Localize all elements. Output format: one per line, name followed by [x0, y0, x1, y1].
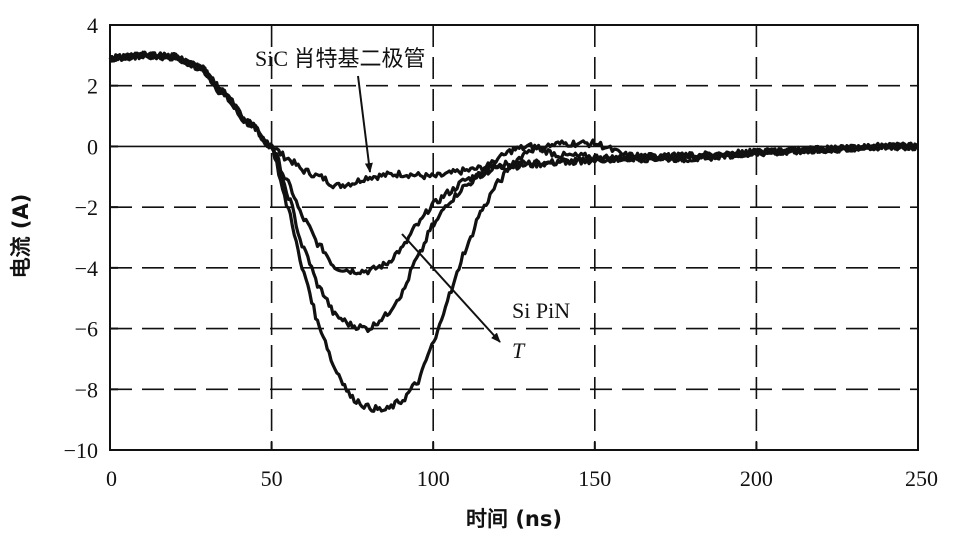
y-axis-title: 电流 (A)	[9, 194, 33, 279]
annotation-sipin-label: Si PiN	[512, 298, 570, 323]
annotation-sic-arrow	[357, 75, 373, 173]
x-tick-label: 50	[261, 466, 283, 491]
x-tick-label: 150	[578, 466, 611, 491]
x-axis: 0 50 100 150 200 250	[106, 442, 938, 491]
y-tick-label: 2	[87, 74, 98, 99]
x-tick-label: 250	[905, 466, 938, 491]
series-group	[108, 50, 919, 413]
y-tick-label: 0	[87, 134, 98, 159]
x-axis-title: 时间 (ns)	[466, 507, 562, 531]
x-tick-label: 200	[740, 466, 773, 491]
annotation-temp-arrow	[401, 233, 501, 343]
y-axis: 4 2 0 −2 −4 −6 −8 −10	[64, 13, 118, 463]
annotation-sipin: Si PiN T	[401, 233, 570, 363]
grid	[110, 25, 918, 450]
plot-background	[110, 25, 918, 450]
x-tick-label: 100	[417, 466, 450, 491]
y-tick-label: −4	[75, 256, 98, 281]
y-tick-label: −2	[75, 195, 98, 220]
annotation-sic-label: SiC 肖特基二极管	[255, 46, 426, 71]
y-tick-label: −6	[75, 317, 98, 342]
y-tick-label: −10	[64, 438, 98, 463]
series-line-4	[108, 50, 918, 413]
annotation-temp-label: T	[512, 338, 526, 363]
plot-frame	[109, 24, 919, 451]
annotation-sic: SiC 肖特基二极管	[255, 46, 426, 173]
x-tick-label: 0	[106, 466, 117, 491]
y-tick-label: −8	[75, 377, 98, 402]
y-tick-label: 4	[87, 13, 98, 38]
